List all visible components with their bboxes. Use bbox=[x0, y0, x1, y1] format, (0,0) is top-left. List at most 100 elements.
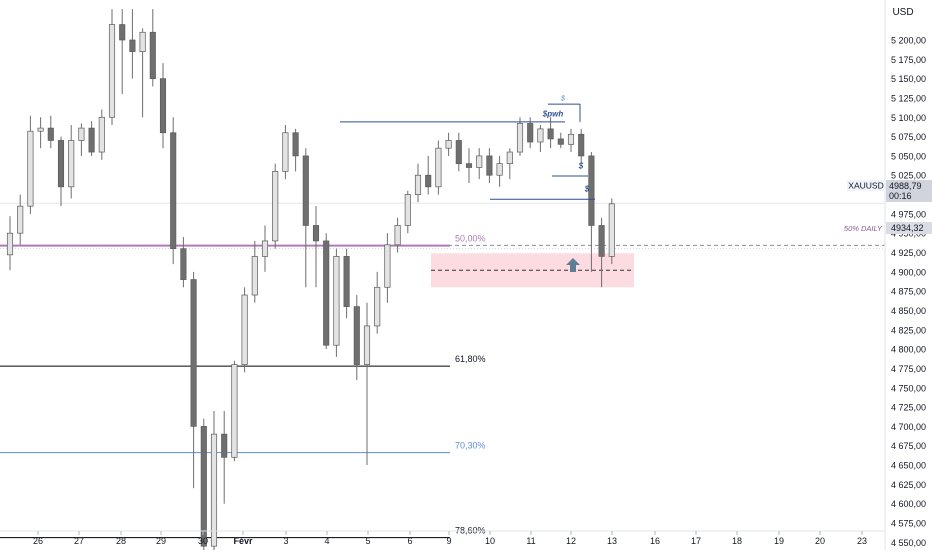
fib-label: 61,80% bbox=[455, 354, 486, 364]
liquidity-label-2: $ bbox=[584, 184, 590, 193]
candle-body bbox=[88, 127, 95, 153]
candle-body bbox=[445, 140, 452, 149]
price-axis-ticks: 5 200,00 5 175,00 5 150,00 5 125,00 5 100,00… bbox=[891, 36, 926, 548]
daily-50-marker: 50% DAILY 4934,32 bbox=[844, 222, 932, 234]
candle-body bbox=[588, 155, 595, 226]
candle-body bbox=[323, 240, 330, 346]
candle-body bbox=[547, 128, 554, 140]
current-price: 4988,79 bbox=[889, 181, 922, 191]
symbol-tag: XAUUSD bbox=[848, 181, 883, 191]
candle-body bbox=[190, 279, 197, 427]
candle-body bbox=[272, 171, 279, 242]
price-tick-label: 4 900,00 bbox=[891, 267, 926, 277]
candle-body bbox=[578, 133, 585, 157]
fib-levels[interactable]: 50,00%61,80%70,30%78,60% bbox=[0, 234, 486, 539]
currency-label: USD bbox=[892, 7, 913, 18]
price-axis-panel[interactable] bbox=[885, 0, 932, 550]
time-tick-label: 23 bbox=[857, 536, 867, 546]
candles bbox=[6, 9, 615, 554]
liquidity-label-small: $ bbox=[560, 95, 565, 102]
price-tick-label: 4 700,00 bbox=[891, 422, 926, 432]
candle-body bbox=[384, 244, 391, 288]
time-tick-label: Févr bbox=[233, 536, 253, 546]
price-tick-label: 5 175,00 bbox=[891, 55, 926, 65]
price-tick-label: 4 775,00 bbox=[891, 364, 926, 374]
candle-body bbox=[598, 225, 605, 257]
price-tick-label: 4 975,00 bbox=[891, 209, 926, 219]
candle-body bbox=[302, 155, 309, 226]
price-tick-label: 5 025,00 bbox=[891, 171, 926, 181]
candle-body bbox=[527, 123, 534, 143]
drawings[interactable]: $pwh $ $ $ bbox=[340, 95, 595, 272]
candle-body bbox=[292, 132, 299, 157]
time-tick-label: 30 bbox=[198, 536, 208, 546]
candle-body bbox=[170, 132, 177, 250]
candle-body bbox=[506, 151, 513, 164]
time-axis-ticks: 26 27 28 29 30 Févr 3 4 5 6 9 10 11 12 13 16 17 18 19 20 23 bbox=[33, 531, 867, 546]
candle-body bbox=[363, 325, 371, 365]
price-tick-label: 4 850,00 bbox=[891, 306, 926, 316]
marker-price: 4934,32 bbox=[891, 223, 924, 233]
candle-body bbox=[68, 140, 75, 188]
symbol-tag-bg bbox=[847, 180, 885, 191]
candle-body bbox=[333, 256, 340, 346]
time-tick-label: 28 bbox=[116, 536, 126, 546]
candle-body bbox=[231, 364, 238, 458]
candle-body bbox=[353, 306, 360, 365]
price-tick-label: 4 925,00 bbox=[891, 248, 926, 258]
candle-body bbox=[557, 138, 564, 145]
liquidity-label-1: $ bbox=[578, 161, 584, 170]
candle-body bbox=[404, 194, 411, 226]
candle-countdown: 00:16 bbox=[889, 191, 912, 201]
time-tick-label: 19 bbox=[774, 536, 784, 546]
candle-body bbox=[47, 127, 54, 141]
candle-body bbox=[537, 128, 544, 143]
candle-body bbox=[37, 127, 44, 132]
candle-body bbox=[119, 24, 126, 41]
candle-body bbox=[374, 286, 381, 327]
time-tick-label: 18 bbox=[732, 536, 742, 546]
candle-body bbox=[414, 174, 422, 195]
time-tick-label: 26 bbox=[33, 536, 43, 546]
daily-50-label: 50% DAILY bbox=[844, 224, 883, 233]
marker-price-bg bbox=[886, 222, 932, 234]
price-tick-label: 5 125,00 bbox=[891, 93, 926, 103]
candle-body bbox=[139, 31, 146, 52]
price-tick-label: 4 650,00 bbox=[891, 461, 926, 471]
candle-body bbox=[425, 174, 432, 188]
candle-body bbox=[455, 140, 462, 164]
candle-body bbox=[251, 256, 258, 296]
candle-body bbox=[282, 132, 289, 172]
candle-body bbox=[261, 240, 269, 257]
price-tick-label: 4 725,00 bbox=[891, 403, 926, 413]
candle-body bbox=[210, 433, 218, 547]
price-tick-label: 4 550,00 bbox=[891, 538, 926, 548]
price-tick-label: 4 875,00 bbox=[891, 287, 926, 297]
candle-body bbox=[159, 78, 167, 134]
candle-body bbox=[98, 116, 105, 153]
candle-body bbox=[608, 203, 615, 257]
time-tick-label: 12 bbox=[566, 536, 576, 546]
candle-body bbox=[27, 130, 34, 207]
time-tick-label: 20 bbox=[815, 536, 825, 546]
up-arrow-icon[interactable] bbox=[566, 258, 580, 272]
price-tick-label: 4 600,00 bbox=[891, 499, 926, 509]
time-tick-label: 17 bbox=[691, 536, 701, 546]
candle-body bbox=[241, 294, 248, 365]
candle-body bbox=[394, 225, 401, 246]
time-tick-label: 6 bbox=[407, 536, 412, 546]
candle-body bbox=[465, 163, 473, 168]
price-tick-label: 4 675,00 bbox=[891, 441, 926, 451]
fib-label: 50,00% bbox=[455, 234, 486, 244]
fib-label: 70,30% bbox=[455, 441, 486, 451]
candle-body bbox=[567, 133, 575, 145]
price-tick-label: 5 200,00 bbox=[891, 36, 926, 46]
price-tick-label: 5 050,00 bbox=[891, 151, 926, 161]
time-tick-label: 11 bbox=[526, 536, 535, 546]
time-tick-label: 29 bbox=[156, 536, 166, 546]
time-tick-label: 4 bbox=[324, 536, 329, 546]
price-tick-label: 4 625,00 bbox=[891, 480, 926, 490]
candle-body bbox=[17, 205, 24, 234]
